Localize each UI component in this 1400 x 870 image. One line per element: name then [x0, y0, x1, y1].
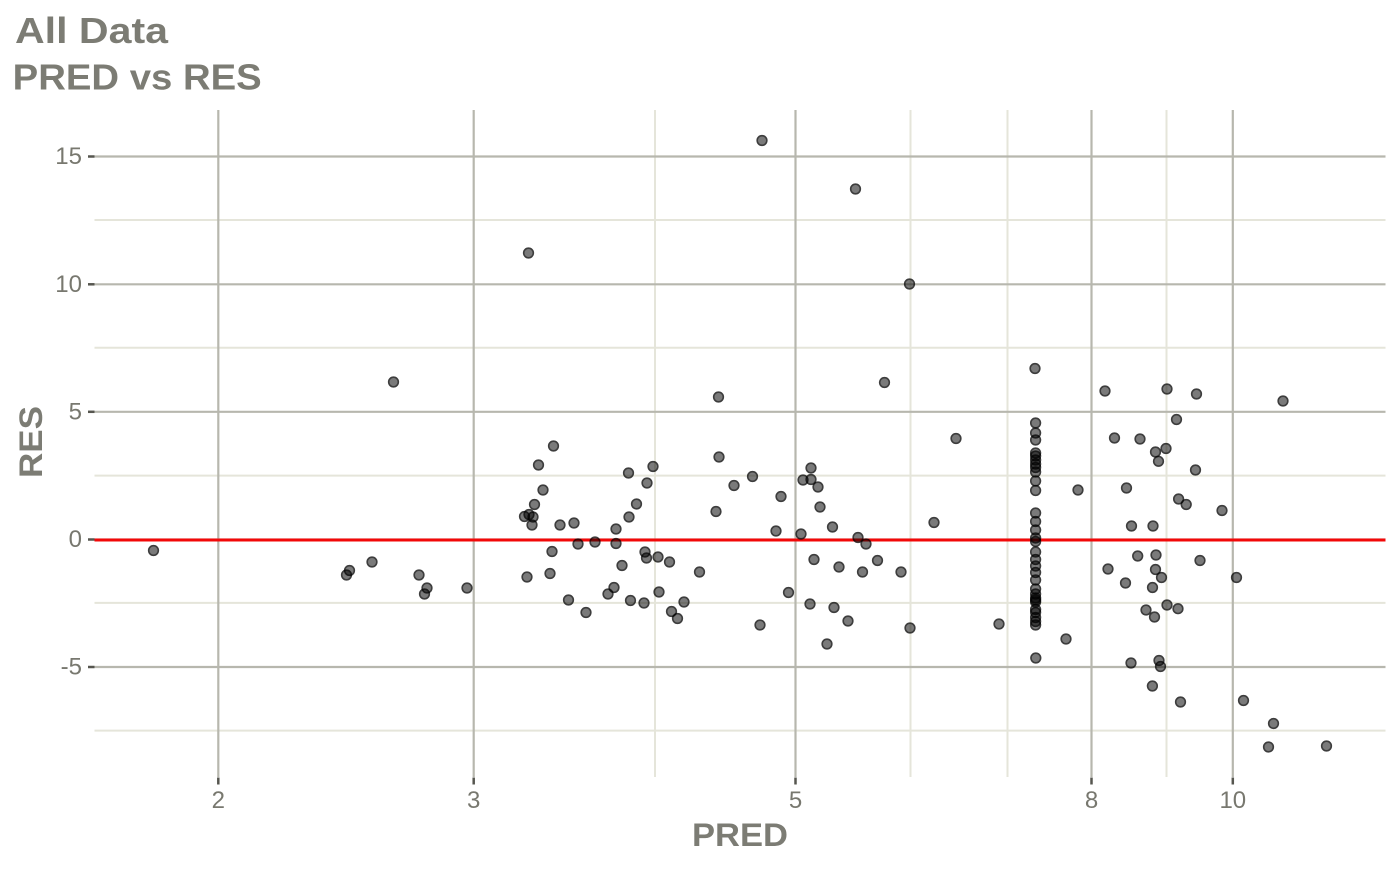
- svg-text:-5: -5: [61, 654, 82, 681]
- svg-text:5: 5: [69, 398, 82, 425]
- svg-text:10: 10: [55, 271, 82, 298]
- svg-text:3: 3: [467, 787, 480, 814]
- svg-text:10: 10: [1219, 787, 1246, 814]
- svg-text:All Data: All Data: [15, 10, 169, 51]
- svg-text:2: 2: [212, 787, 225, 814]
- svg-text:RES: RES: [13, 406, 49, 478]
- svg-text:5: 5: [789, 787, 802, 814]
- svg-text:0: 0: [69, 526, 82, 553]
- svg-text:8: 8: [1085, 787, 1098, 814]
- svg-text:PRED vs RES: PRED vs RES: [13, 57, 262, 98]
- svg-text:PRED: PRED: [692, 817, 788, 853]
- svg-text:15: 15: [55, 143, 82, 170]
